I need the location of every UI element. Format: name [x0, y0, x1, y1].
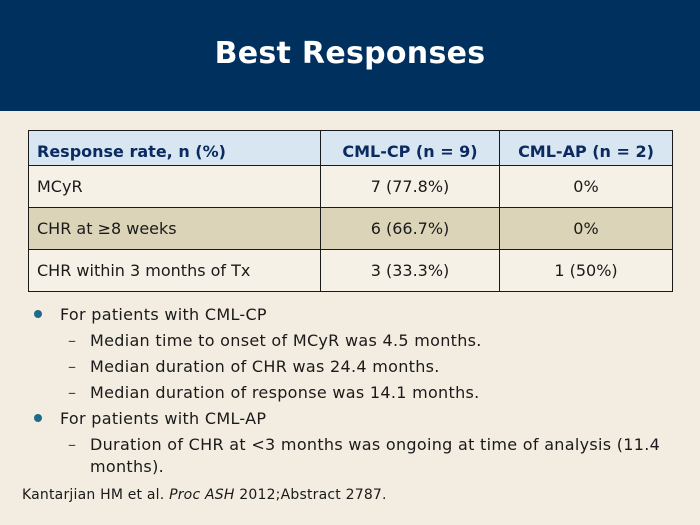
- cml-cp-value: 7 (77.8%): [320, 165, 500, 208]
- table-row: CHR within 3 months of Tx 3 (33.3%) 1 (5…: [28, 249, 673, 292]
- citation-journal: Proc ASH: [169, 487, 235, 503]
- citation-authors: Kantarjian HM et al.: [22, 487, 170, 503]
- sub-bullet-text: Median duration of CHR was 24.4 months.: [90, 357, 440, 376]
- bullet-text: For patients with CML-CP: [60, 305, 267, 324]
- table-header-row: Response rate, n (%) CML-CP (n = 9) CML-…: [28, 130, 673, 166]
- table-row: MCyR 7 (77.8%) 0%: [28, 165, 673, 208]
- cml-ap-value: 0%: [499, 207, 673, 250]
- citation: Kantarjian HM et al. Proc ASH 2012;Abstr…: [22, 487, 387, 503]
- title-bar: Best Responses: [0, 0, 700, 111]
- bullet-list: For patients with CML-CP – Median time t…: [34, 304, 674, 482]
- citation-details: 2012;Abstract 2787.: [234, 487, 387, 503]
- header-response-rate: Response rate, n (%): [28, 130, 321, 166]
- slide-title: Best Responses: [214, 36, 486, 71]
- table-row: CHR at ≥8 weeks 6 (66.7%) 0%: [28, 207, 673, 250]
- cml-ap-value: 1 (50%): [499, 249, 673, 292]
- header-cml-cp: CML-CP (n = 9): [320, 130, 500, 166]
- sub-bullet-text: Median time to onset of MCyR was 4.5 mon…: [90, 331, 482, 350]
- bullet-dot-icon: [34, 310, 42, 318]
- row-label: CHR at ≥8 weeks: [28, 207, 321, 250]
- sub-bullet-item: – Median duration of CHR was 24.4 months…: [34, 356, 674, 378]
- sub-bullet-item: – Median time to onset of MCyR was 4.5 m…: [34, 330, 674, 352]
- sub-bullet-item: – Duration of CHR at <3 months was ongoi…: [34, 434, 674, 478]
- cml-ap-value: 0%: [499, 165, 673, 208]
- bullet-text: For patients with CML-AP: [60, 409, 267, 428]
- header-cml-ap: CML-AP (n = 2): [499, 130, 673, 166]
- row-label: CHR within 3 months of Tx: [28, 249, 321, 292]
- sub-bullet-text: Median duration of response was 14.1 mon…: [90, 383, 480, 402]
- dash-icon: –: [68, 435, 77, 454]
- row-label: MCyR: [28, 165, 321, 208]
- sub-bullet-item: – Median duration of response was 14.1 m…: [34, 382, 674, 404]
- cml-cp-value: 6 (66.7%): [320, 207, 500, 250]
- dash-icon: –: [68, 357, 77, 376]
- dash-icon: –: [68, 383, 77, 402]
- bullet-dot-icon: [34, 414, 42, 422]
- bullet-item: For patients with CML-CP: [34, 304, 674, 326]
- dash-icon: –: [68, 331, 77, 350]
- bullet-item: For patients with CML-AP: [34, 408, 674, 430]
- sub-bullet-text: Duration of CHR at <3 months was ongoing…: [90, 435, 661, 476]
- cml-cp-value: 3 (33.3%): [320, 249, 500, 292]
- response-table: Response rate, n (%) CML-CP (n = 9) CML-…: [28, 130, 673, 292]
